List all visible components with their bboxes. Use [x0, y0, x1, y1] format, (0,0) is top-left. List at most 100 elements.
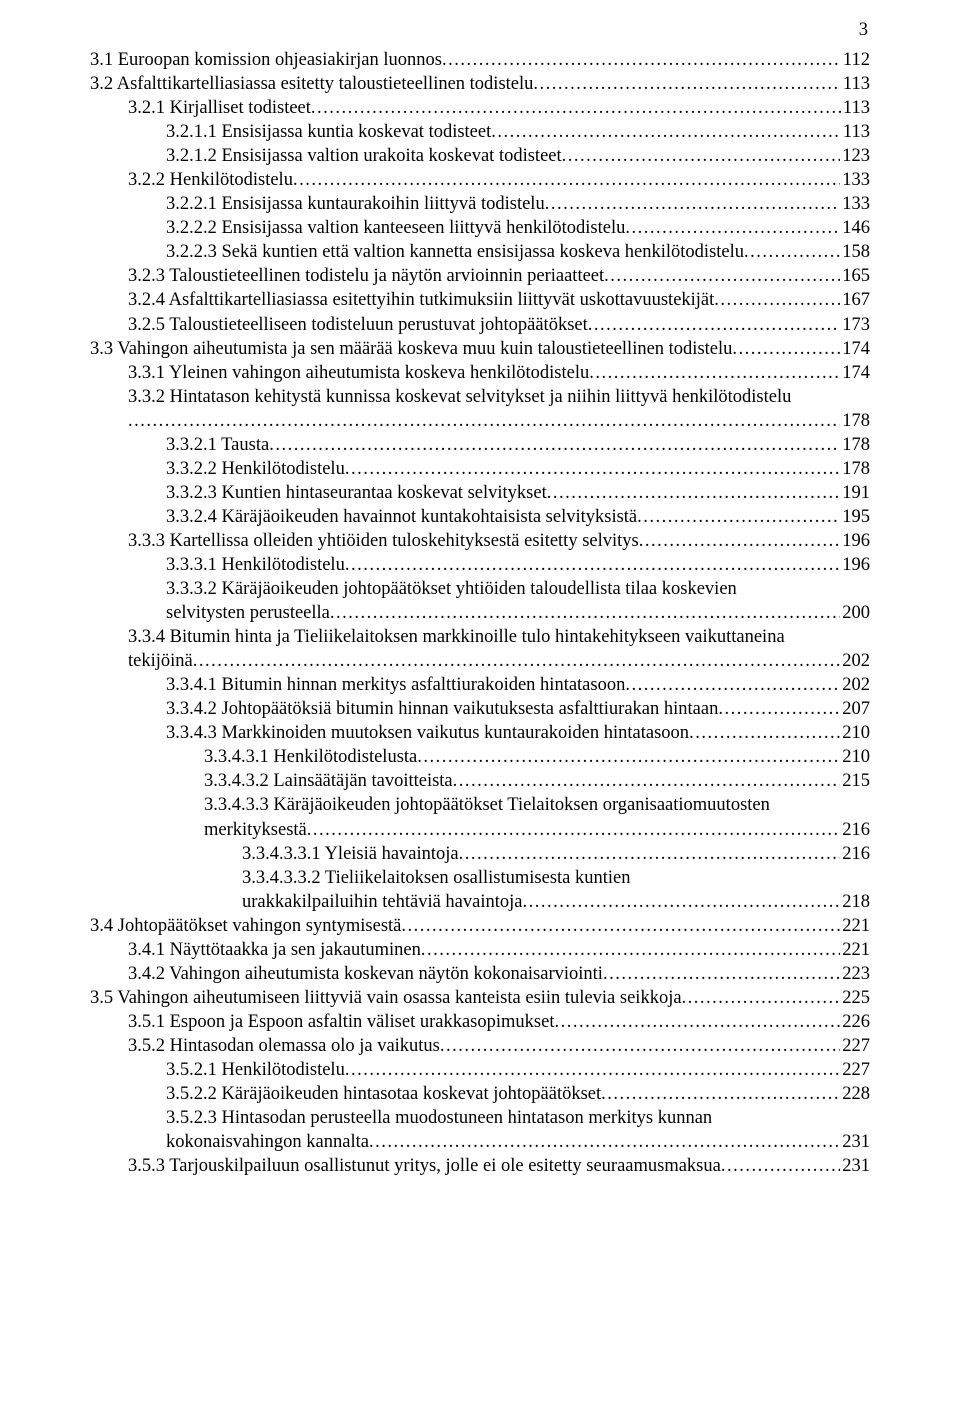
toc-page: 221	[840, 914, 870, 938]
toc-entry: 3.3.4.2 Johtopäätöksiä bitumin hinnan va…	[90, 697, 870, 721]
toc-page: 174	[840, 361, 870, 385]
toc-page: 207	[840, 697, 870, 721]
toc-leader	[682, 986, 841, 1010]
toc-label: 3.3.2 Hintatason kehitystä kunnissa kosk…	[128, 385, 870, 409]
toc-label: 3.3.4.1 Bitumin hinnan merkitys asfaltti…	[166, 673, 625, 697]
toc-leader	[345, 553, 840, 577]
toc-leader	[523, 890, 841, 914]
toc-entry: 3.3 Vahingon aiheutumista ja sen määrää …	[90, 337, 870, 361]
toc-leader	[345, 1058, 840, 1082]
toc-label: 3.2.2.1 Ensisijassa kuntaurakoihin liitt…	[166, 192, 545, 216]
toc-label: merkityksestä	[204, 818, 307, 842]
toc-label: 3.3.4 Bitumin hinta ja Tieliikelaitoksen…	[128, 625, 870, 649]
toc-label: 3.5.2 Hintasodan olemassa olo ja vaikutu…	[128, 1034, 440, 1058]
toc-entry: 3.3.2.1 Tausta178	[90, 433, 870, 457]
toc-entry: 3.2.2 Henkilötodistelu133	[90, 168, 870, 192]
toc-page: 202	[840, 673, 870, 697]
toc-leader	[345, 457, 840, 481]
toc-page: 196	[840, 553, 870, 577]
toc-entry: 3.2.4 Asfalttikartelliasiassa esitettyih…	[90, 288, 870, 312]
toc-entry: 3.1 Euroopan komission ohjeasiakirjan lu…	[90, 48, 870, 72]
toc-leader	[603, 962, 840, 986]
toc-label: 3.3.2.1 Tausta	[166, 433, 269, 457]
toc-page: 223	[840, 962, 870, 986]
toc-entry: 3.3.2 Hintatason kehitystä kunnissa kosk…	[90, 385, 870, 433]
toc-entry: 3.3.4.3.2 Lainsäätäjän tavoitteista 215	[90, 769, 870, 793]
toc-page: 221	[840, 938, 870, 962]
toc-entry: 3.3.3 Kartellissa olleiden yhtiöiden tul…	[90, 529, 870, 553]
toc-page: 226	[840, 1010, 870, 1034]
toc-label: 3.3.1 Yleinen vahingon aiheutumista kosk…	[128, 361, 589, 385]
toc-label: 3.3.3.2 Käräjäoikeuden johtopäätökset yh…	[166, 577, 870, 601]
toc-page: 123	[840, 144, 870, 168]
toc-label: 3.3.3.1 Henkilötodistelu	[166, 553, 345, 577]
toc-leader	[588, 313, 841, 337]
toc-leader	[718, 697, 840, 721]
toc-leader	[459, 842, 841, 866]
toc-entry: 3.2.1.2 Ensisijassa valtion urakoita kos…	[90, 144, 870, 168]
toc-label: kokonaisvahingon kannalta	[166, 1130, 369, 1154]
toc-label: urakkakilpailuihin tehtäviä havaintoja	[242, 890, 523, 914]
toc-leader	[604, 264, 840, 288]
toc-page: 174	[840, 337, 870, 361]
toc-label: 3.3.4.3.3.1 Yleisiä havaintoja	[242, 842, 459, 866]
toc-page: 196	[840, 529, 870, 553]
toc-label: 3.2.4 Asfalttikartelliasiassa esitettyih…	[128, 288, 714, 312]
toc-page: 158	[840, 240, 870, 264]
toc-entry: 3.3.4.3.1 Henkilötodistelusta210	[90, 745, 870, 769]
toc-page: 113	[841, 120, 870, 144]
toc-label: 3.3.4.3.2 Lainsäätäjän tavoitteista	[204, 769, 453, 793]
toc-label: 3.2 Asfalttikartelliasiassa esitetty tal…	[90, 72, 533, 96]
toc-leader	[637, 505, 840, 529]
toc-entry: 3.3.3.2 Käräjäoikeuden johtopäätökset yh…	[90, 577, 870, 625]
toc-entry: 3.2.5 Taloustieteelliseen todisteluun pe…	[90, 313, 870, 337]
toc-page: 216	[840, 818, 870, 842]
toc-label: 3.3.2.2 Henkilötodistelu	[166, 457, 345, 481]
toc-leader	[369, 1130, 840, 1154]
toc-entry: 3.3.4 Bitumin hinta ja Tieliikelaitoksen…	[90, 625, 870, 673]
toc-label: 3.5.3 Tarjouskilpailuun osallistunut yri…	[128, 1154, 721, 1178]
toc-page: 215	[840, 769, 870, 793]
toc-entry: 3.2.1 Kirjalliset todisteet113	[90, 96, 870, 120]
toc-entry: 3.4 Johtopäätökset vahingon syntymisestä…	[90, 914, 870, 938]
toc-leader	[401, 914, 840, 938]
toc-entry: 3.5.2.1 Henkilötodistelu 227	[90, 1058, 870, 1082]
toc-label: selvitysten perusteella	[166, 601, 330, 625]
toc-entry: 3.2.2.3 Sekä kuntien että valtion kannet…	[90, 240, 870, 264]
toc-entry: 3.2.2.2 Ensisijassa valtion kanteeseen l…	[90, 216, 870, 240]
toc-page: 178	[840, 409, 870, 433]
toc-label: 3.2.2.2 Ensisijassa valtion kanteeseen l…	[166, 216, 625, 240]
toc-leader	[440, 1034, 840, 1058]
toc-page: 167	[840, 288, 870, 312]
toc-entry: 3.5.2 Hintasodan olemassa olo ja vaikutu…	[90, 1034, 870, 1058]
toc-label: 3.3.2.4 Käräjäoikeuden havainnot kuntako…	[166, 505, 637, 529]
toc-page: 146	[840, 216, 870, 240]
toc-leader	[689, 721, 840, 745]
toc-leader	[625, 673, 840, 697]
toc-page: 216	[840, 842, 870, 866]
toc-page: 133	[840, 168, 870, 192]
toc-label: 3.4.1 Näyttötaakka ja sen jakautuminen	[128, 938, 421, 962]
toc-page: 178	[840, 457, 870, 481]
toc-page: 173	[840, 313, 870, 337]
toc-page: 227	[840, 1058, 870, 1082]
toc-label: tekijöinä	[128, 649, 193, 673]
toc-leader	[421, 938, 840, 962]
table-of-contents: 3.1 Euroopan komission ohjeasiakirjan lu…	[90, 48, 870, 1178]
toc-label: 3.3.4.3 Markkinoiden muutoksen vaikutus …	[166, 721, 689, 745]
toc-entry: 3.2 Asfalttikartelliasiassa esitetty tal…	[90, 72, 870, 96]
toc-entry: 3.4.1 Näyttötaakka ja sen jakautuminen 22…	[90, 938, 870, 962]
toc-label: 3.3.3 Kartellissa olleiden yhtiöiden tul…	[128, 529, 639, 553]
toc-entry: 3.3.4.3.3 Käräjäoikeuden johtopäätökset …	[90, 793, 870, 841]
toc-label: 3.4.2 Vahingon aiheutumista koskevan näy…	[128, 962, 603, 986]
toc-page: 231	[840, 1130, 870, 1154]
toc-page: 218	[840, 890, 870, 914]
toc-label: 3.3.4.3.3 Käräjäoikeuden johtopäätökset …	[204, 793, 870, 817]
toc-page: 231	[840, 1154, 870, 1178]
toc-page: 225	[840, 986, 870, 1010]
toc-leader	[601, 1082, 840, 1106]
toc-leader	[721, 1154, 840, 1178]
toc-leader	[732, 337, 840, 361]
toc-entry: 3.3.1 Yleinen vahingon aiheutumista kosk…	[90, 361, 870, 385]
toc-label: 3.2.1.2 Ensisijassa valtion urakoita kos…	[166, 144, 562, 168]
